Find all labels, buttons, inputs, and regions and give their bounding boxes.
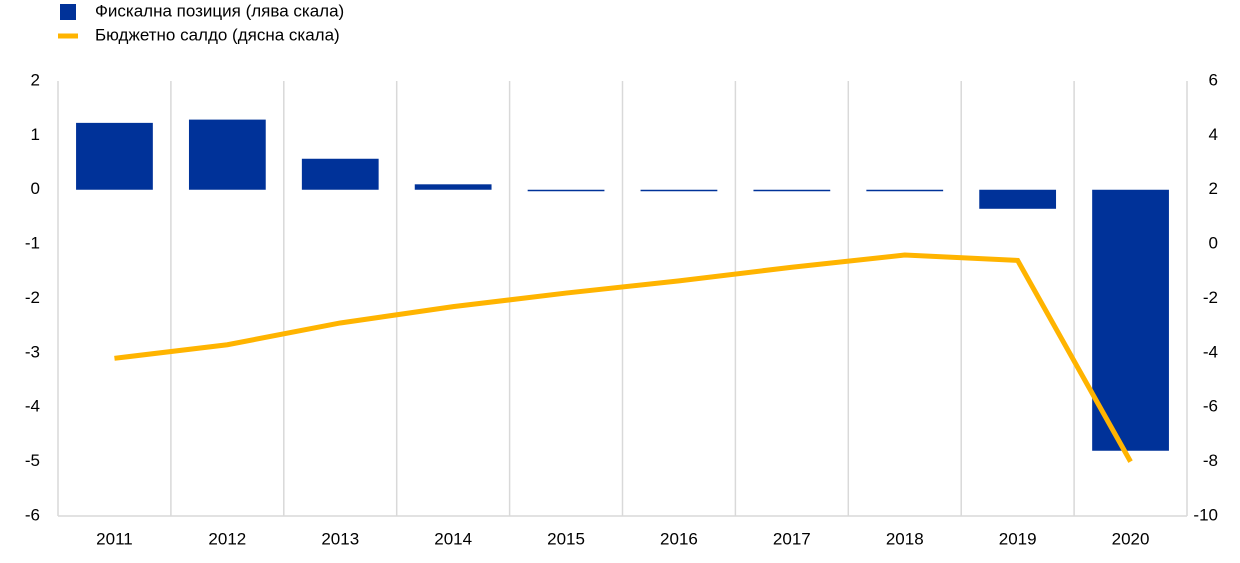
bar (527, 189, 605, 192)
x-tick-label: 2011 (96, 529, 133, 548)
x-tick-label: 2019 (999, 529, 1037, 548)
line (114, 252, 1133, 463)
y2-tick-label: -4 (1203, 342, 1218, 361)
x-tick-label: 2017 (773, 529, 811, 548)
bar (640, 189, 718, 192)
x-tick-label: 2015 (547, 529, 585, 548)
bar (414, 184, 492, 190)
bar (188, 119, 266, 190)
bar (979, 189, 1057, 209)
y2-tick-label: -6 (1203, 397, 1218, 416)
bar (301, 158, 379, 190)
y-tick-label: -5 (25, 451, 40, 470)
y-tick-label: 2 (31, 70, 40, 89)
legend-label: Фискална позиция (лява скала) (95, 1, 344, 20)
y2-tick-label: 6 (1209, 70, 1218, 89)
legend-swatch (60, 4, 76, 20)
y2-tick-label: 4 (1209, 125, 1218, 144)
y-tick-label: -6 (25, 505, 40, 524)
bar (753, 189, 831, 192)
y-tick-label: 0 (31, 179, 40, 198)
x-tick-label: 2012 (208, 529, 246, 548)
y-tick-label: -2 (25, 288, 40, 307)
bar (866, 189, 944, 192)
y2-tick-label: 0 (1209, 234, 1218, 253)
y2-tick-label: 2 (1209, 179, 1218, 198)
y-tick-label: -3 (25, 342, 40, 361)
legend-label: Бюджетно салдо (дясна скала) (95, 25, 340, 44)
y-tick-label: 1 (31, 125, 40, 144)
x-tick-label: 2014 (434, 529, 472, 548)
y-tick-label: -4 (25, 397, 40, 416)
y-tick-label: -1 (25, 234, 40, 253)
x-tick-label: 2020 (1112, 529, 1150, 548)
x-tick-label: 2016 (660, 529, 698, 548)
y2-tick-label: -10 (1193, 505, 1218, 524)
x-tick-label: 2013 (321, 529, 359, 548)
y2-tick-label: -8 (1203, 451, 1218, 470)
y2-tick-label: -2 (1203, 288, 1218, 307)
x-tick-label: 2018 (886, 529, 924, 548)
bar (1092, 189, 1169, 451)
bar (76, 122, 153, 190)
